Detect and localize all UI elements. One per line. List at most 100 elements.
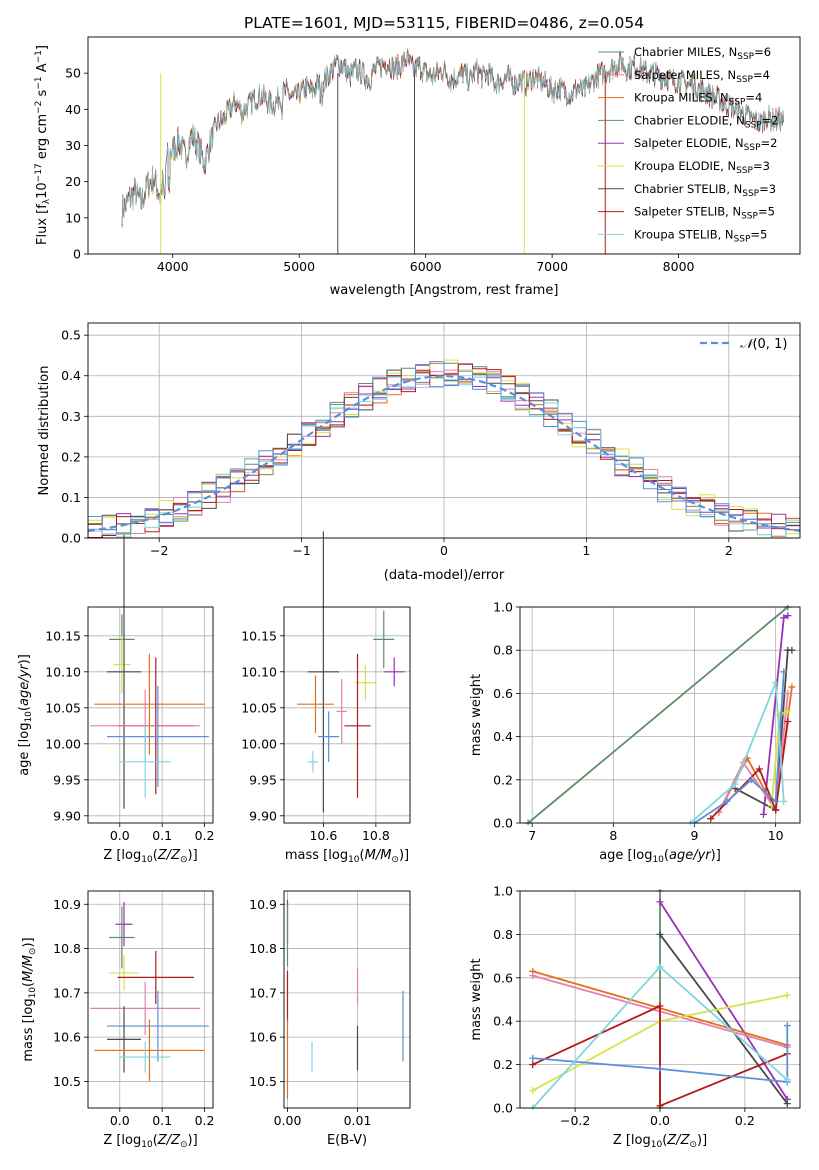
weight-lines — [524, 605, 796, 825]
y-tick-label: 10.5 — [249, 1074, 277, 1089]
y-tick-label: 40 — [65, 102, 81, 117]
legend-label: Salpeter ELODIE, NSSP=2 — [634, 136, 777, 153]
panel-4: 7 8 9 10 0.0 0.2 0.4 0.6 0.8 1.0 age [log10(age/yr… — [469, 600, 801, 865]
y-tick-label: 0.2 — [493, 772, 513, 787]
x-axis-label: Z [log10(Z/Z⊙)] — [103, 848, 197, 865]
weight-marker — [784, 612, 792, 620]
weight-series-line — [659, 901, 789, 1100]
weight-marker — [656, 963, 664, 971]
x-tick-label: 9 — [691, 828, 699, 843]
legend: Chabrier MILES, NSSP=6 Salpeter MILES, NS… — [598, 45, 779, 244]
x-tick-label: −1 — [292, 543, 310, 558]
y-tick-label: 0.4 — [493, 1014, 513, 1029]
x-tick-label: 0.2 — [735, 1113, 755, 1128]
panel-5: 0.0 0.1 0.2 10.5 10.6 10.7 10.8 10.9 Z [log10(Z/… — [21, 890, 214, 1150]
x-axis-label: Z [log10(Z/Z⊙)] — [613, 1133, 707, 1150]
y-tick-label: 1.0 — [493, 884, 513, 899]
y-tick-label: 10.15 — [45, 628, 81, 643]
y-tick-label: 0.0 — [61, 531, 81, 546]
x-tick-label: 4000 — [157, 259, 189, 274]
y-tick-label: 9.90 — [249, 808, 277, 823]
weight-marker — [780, 614, 788, 622]
weight-marker — [772, 806, 780, 814]
weight-marker — [707, 815, 715, 823]
weight-series-line — [532, 1004, 788, 1108]
weight-marker — [656, 1002, 664, 1010]
weight-marker — [780, 668, 788, 676]
panel-3: 10.6 10.8 9.90 9.95 10.00 10.05 10.10 10.15 mass… — [241, 531, 411, 865]
normal-reference-curve — [88, 375, 800, 532]
y-tick-label: 10.05 — [45, 700, 81, 715]
y-tick-label: 10.10 — [241, 664, 277, 679]
spectrum-lines — [121, 48, 784, 254]
weight-marker — [759, 810, 767, 818]
y-tick-label: 0.8 — [493, 643, 513, 658]
axes-frame — [519, 606, 801, 824]
y-tick-label: 0.2 — [61, 449, 81, 464]
x-tick-label: 0.00 — [274, 1113, 302, 1128]
x-tick-label: −0.2 — [560, 1113, 590, 1128]
x-axis-label: mass [log10(M/M⊙)] — [285, 848, 409, 865]
panel-7: −0.2 0.0 0.2 0.0 0.2 0.4 0.6 0.8 1.0 Z [log10(Z/Z… — [469, 884, 801, 1150]
y-tick-label: 10.5 — [53, 1074, 81, 1089]
y-tick-label: 0.3 — [61, 409, 81, 424]
y-tick-label: 10.15 — [241, 628, 277, 643]
weight-marker — [788, 646, 796, 654]
y-tick-label: 0.1 — [61, 490, 81, 505]
x-tick-label: 1 — [582, 543, 590, 558]
y-tick-label: 50 — [65, 66, 81, 81]
y-tick-label: 10.8 — [53, 941, 81, 956]
y-tick-label: 10.00 — [241, 736, 277, 751]
chart-title: PLATE=1601, MJD=53115, FIBERID=0486, z=0… — [244, 14, 644, 32]
x-tick-label: 0.0 — [110, 828, 130, 843]
axes-frame — [87, 890, 214, 1109]
y-tick-label: 0.0 — [493, 1101, 513, 1116]
y-tick-label: 9.95 — [249, 772, 277, 787]
y-axis-label: Normed distribution — [37, 366, 52, 496]
axes-frame — [283, 606, 411, 824]
y-tick-label: 10.6 — [249, 1030, 277, 1045]
weight-series-line — [689, 682, 785, 824]
x-tick-label: 7 — [528, 828, 536, 843]
y-tick-label: 10.6 — [53, 1030, 81, 1045]
x-tick-label: 5000 — [283, 259, 315, 274]
weight-marker — [772, 797, 780, 805]
y-tick-label: 0.6 — [493, 970, 513, 985]
weight-series-line — [659, 933, 789, 1105]
weight-marker — [731, 780, 739, 788]
weight-marker — [755, 765, 763, 773]
x-tick-label: 0.0 — [650, 1113, 670, 1128]
weight-marker — [784, 707, 792, 715]
weight-marker — [723, 797, 731, 805]
weight-marker — [784, 689, 792, 697]
weight-series-line — [527, 606, 789, 824]
legend-label: Kroupa STELIB, NSSP=5 — [634, 227, 767, 244]
panel-2: 0.0 0.1 0.2 9.90 9.95 10.00 10.05 10.10 10.15 Z [… — [17, 535, 214, 865]
weight-marker — [783, 1022, 791, 1030]
weight-marker — [656, 1065, 664, 1073]
x-tick-label: 0 — [440, 543, 448, 558]
y-tick-label: 10.9 — [249, 897, 277, 912]
y-tick-label: 10.9 — [53, 897, 81, 912]
panel-6: 0.00 0.01 10.5 10.6 10.7 10.8 10.9 E(B-V) — [249, 890, 411, 1148]
x-tick-label: 0.01 — [344, 1113, 372, 1128]
x-tick-label: 0.2 — [195, 828, 215, 843]
weight-marker — [529, 1061, 537, 1069]
x-tick-label: 8 — [609, 828, 617, 843]
weight-marker — [780, 797, 788, 805]
y-tick-label: 0.8 — [493, 927, 513, 942]
x-tick-label: 0.1 — [152, 828, 172, 843]
y-tick-label: 10 — [65, 210, 81, 225]
weight-lines — [529, 889, 791, 1110]
y-axis-label: mass weight — [469, 958, 484, 1040]
x-tick-label: 7000 — [536, 259, 568, 274]
y-tick-label: 0.2 — [493, 1057, 513, 1072]
x-tick-label: 0.1 — [152, 1113, 172, 1128]
y-axis-label: mass weight — [469, 674, 484, 756]
axes-frame — [283, 890, 411, 1109]
y-tick-label: 0.4 — [61, 368, 81, 383]
weight-marker — [656, 898, 664, 906]
weight-marker — [747, 776, 755, 784]
y-axis-label: mass [log10(M/M⊙)] — [21, 937, 38, 1061]
